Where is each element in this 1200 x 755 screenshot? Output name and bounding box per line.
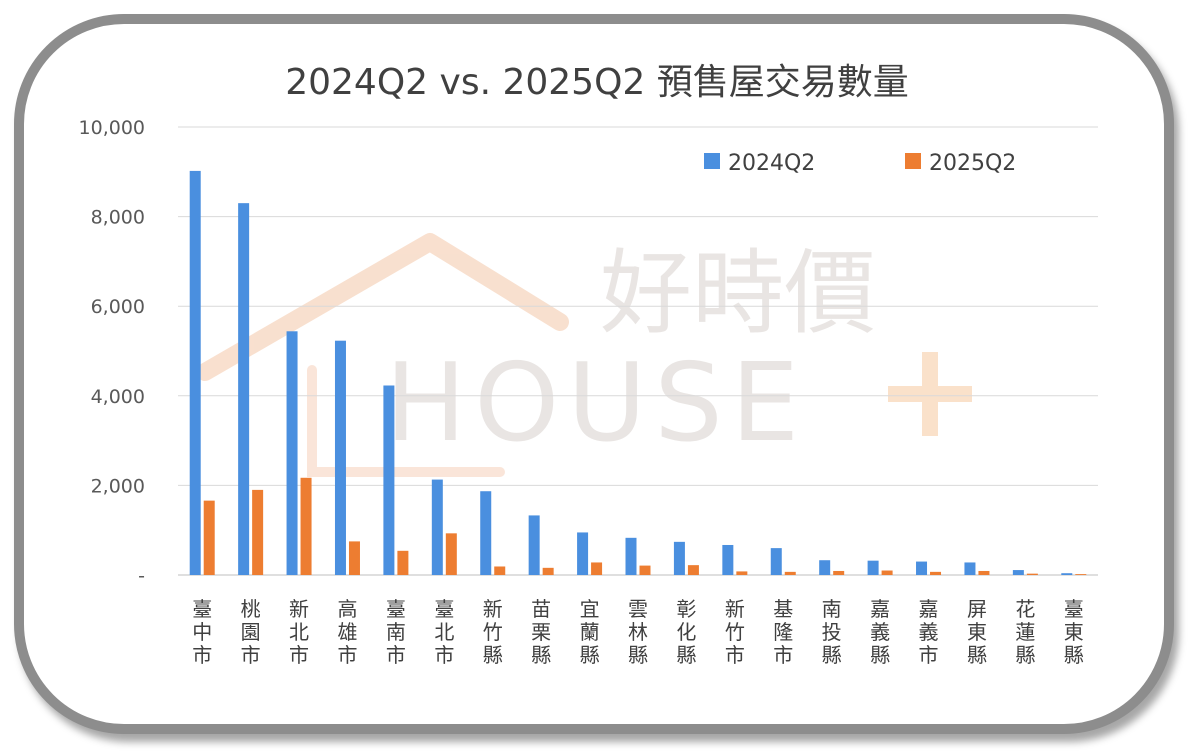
bar-2025Q2-苗栗縣 bbox=[542, 567, 554, 575]
y-tick-label: 10,000 bbox=[79, 117, 145, 139]
legend-label-2024q2: 2024Q2 bbox=[728, 151, 815, 176]
y-tick-label: 2,000 bbox=[91, 475, 145, 497]
bar-2024Q2-基隆市 bbox=[770, 548, 782, 575]
watermark-brand-en: HOUSE bbox=[385, 341, 807, 466]
y-tick-label: 4,000 bbox=[91, 386, 145, 408]
bar-2025Q2-臺南市 bbox=[397, 550, 409, 575]
watermark-logo: 好時價 HOUSE bbox=[196, 233, 972, 477]
y-tick-label: - bbox=[138, 565, 145, 587]
bars bbox=[189, 170, 1087, 576]
bar-2024Q2-高雄市 bbox=[334, 340, 346, 575]
bar-2024Q2-桃園市 bbox=[238, 203, 250, 575]
x-tick-label: 新竹市 bbox=[725, 597, 745, 667]
bar-2024Q2-南投縣 bbox=[819, 560, 831, 575]
bar-2025Q2-嘉義縣 bbox=[881, 570, 893, 575]
bar-2025Q2-嘉義市 bbox=[930, 571, 942, 575]
x-tick-label: 臺北市 bbox=[434, 597, 454, 667]
bar-2025Q2-新竹縣 bbox=[494, 566, 506, 575]
bar-2025Q2-臺中市 bbox=[203, 500, 215, 575]
bar-2024Q2-新北市 bbox=[286, 331, 298, 575]
bar-2025Q2-南投縣 bbox=[833, 570, 845, 575]
x-tick-label: 花蓮縣 bbox=[1015, 597, 1035, 667]
x-tick-label: 雲林縣 bbox=[628, 597, 648, 667]
x-tick-label: 臺南市 bbox=[386, 597, 406, 667]
bar-2025Q2-雲林縣 bbox=[639, 565, 651, 575]
x-tick-label: 新竹縣 bbox=[483, 597, 503, 667]
bar-2024Q2-彰化縣 bbox=[673, 541, 685, 575]
x-tick-label: 屏東縣 bbox=[967, 597, 987, 667]
bar-2024Q2-花蓮縣 bbox=[1012, 570, 1024, 575]
x-tick-label: 桃園市 bbox=[241, 597, 261, 667]
legend: 2024Q2 2025Q2 bbox=[704, 151, 1016, 176]
bar-2024Q2-新竹縣 bbox=[480, 491, 492, 575]
watermark-brand-cn: 好時價 bbox=[600, 240, 876, 347]
bar-2025Q2-新北市 bbox=[300, 477, 312, 575]
watermark-roof-icon bbox=[196, 233, 569, 381]
bar-2024Q2-臺東縣 bbox=[1061, 573, 1073, 575]
bar-2024Q2-雲林縣 bbox=[625, 537, 637, 575]
bar-2025Q2-屏東縣 bbox=[978, 570, 990, 575]
bar-2024Q2-宜蘭縣 bbox=[577, 532, 589, 575]
y-axis-ticks: - 2,000 4,000 6,000 8,000 10,000 bbox=[79, 117, 145, 587]
x-tick-label: 新北市 bbox=[289, 597, 309, 667]
bar-2024Q2-嘉義縣 bbox=[867, 560, 879, 575]
bar-2025Q2-花蓮縣 bbox=[1026, 573, 1038, 575]
x-axis-categories: 臺中市 桃園市 新北市 高雄市 臺南市 臺北市 新竹縣 苗栗縣 宜蘭縣 雲林縣 彰化縣 新竹市 基隆市 南… bbox=[192, 597, 1084, 667]
x-tick-label: 彰化縣 bbox=[676, 597, 696, 667]
bar-2025Q2-彰化縣 bbox=[687, 565, 699, 575]
legend-swatch-2024q2 bbox=[704, 153, 720, 169]
y-tick-label: 6,000 bbox=[91, 296, 145, 318]
bar-2025Q2-宜蘭縣 bbox=[591, 562, 603, 575]
bar-2024Q2-臺北市 bbox=[431, 479, 443, 575]
bar-2025Q2-高雄市 bbox=[348, 541, 360, 575]
bar-2024Q2-嘉義市 bbox=[916, 561, 928, 575]
bar-2025Q2-臺北市 bbox=[445, 533, 457, 575]
gridlines bbox=[178, 126, 1098, 486]
legend-swatch-2025q2 bbox=[905, 153, 921, 169]
y-tick-label: 8,000 bbox=[91, 207, 145, 229]
x-tick-label: 南投縣 bbox=[822, 597, 842, 667]
x-tick-label: 宜蘭縣 bbox=[580, 597, 600, 667]
bar-2025Q2-新竹市 bbox=[736, 571, 748, 575]
bar-2025Q2-臺東縣 bbox=[1075, 574, 1087, 575]
bar-2025Q2-基隆市 bbox=[784, 571, 796, 575]
bar-2024Q2-屏東縣 bbox=[964, 562, 976, 575]
bar-2024Q2-新竹市 bbox=[722, 544, 734, 575]
x-tick-label: 臺中市 bbox=[192, 597, 212, 667]
bar-2024Q2-臺中市 bbox=[189, 170, 201, 576]
x-tick-label: 苗栗縣 bbox=[531, 597, 551, 667]
bar-2024Q2-苗栗縣 bbox=[528, 515, 540, 575]
watermark-wall-icon bbox=[307, 365, 505, 477]
x-tick-label: 高雄市 bbox=[337, 597, 357, 667]
legend-label-2025q2: 2025Q2 bbox=[929, 151, 1016, 176]
x-tick-label: 嘉義市 bbox=[919, 597, 939, 667]
chart-title: 2024Q2 vs. 2025Q2 預售屋交易數量 bbox=[285, 62, 909, 103]
watermark-plus-icon bbox=[888, 352, 972, 436]
x-tick-label: 基隆市 bbox=[773, 597, 793, 667]
bar-2024Q2-臺南市 bbox=[383, 385, 395, 575]
x-tick-label: 臺東縣 bbox=[1064, 597, 1084, 667]
bar-2025Q2-桃園市 bbox=[252, 489, 264, 575]
x-tick-label: 嘉義縣 bbox=[870, 597, 890, 667]
